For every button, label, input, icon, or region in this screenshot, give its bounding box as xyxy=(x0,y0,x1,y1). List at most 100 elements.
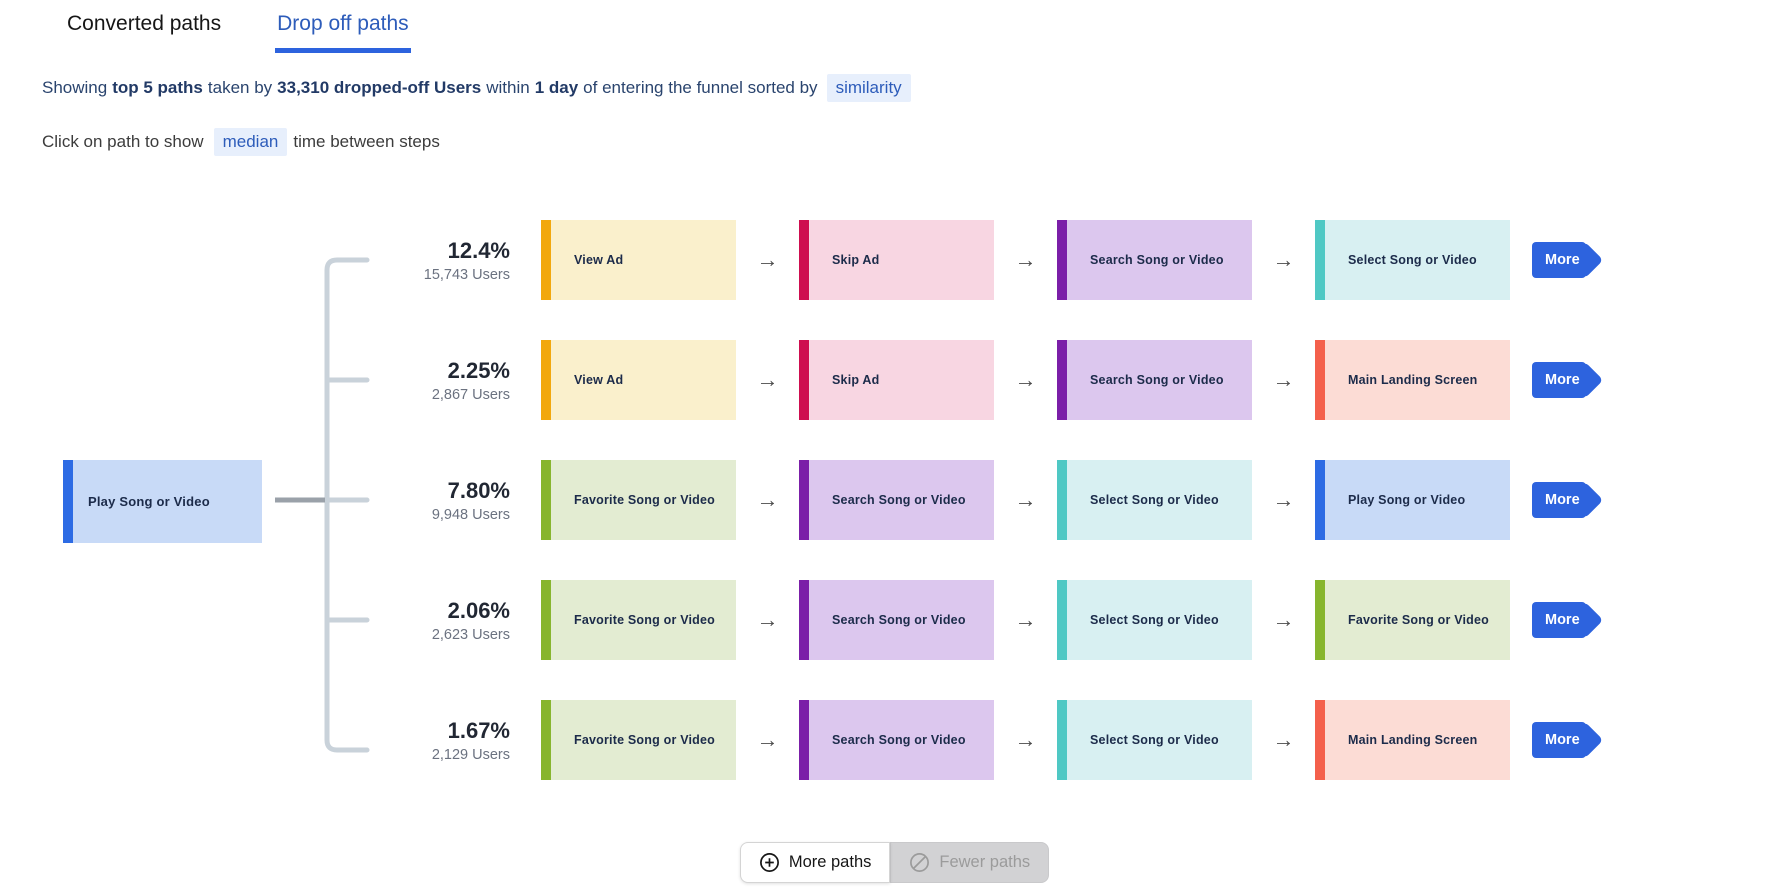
step-label: View Ad xyxy=(574,372,624,387)
step-color-bar xyxy=(1057,220,1067,300)
summary-text: of entering the funnel sorted by xyxy=(583,78,818,97)
arrow-right-icon: → xyxy=(756,727,779,752)
more-button[interactable]: More xyxy=(1532,602,1586,638)
step-color-bar xyxy=(541,340,551,420)
step-color-bar xyxy=(63,460,73,543)
step-color-bar xyxy=(799,580,809,660)
step-label: Play Song or Video xyxy=(1348,492,1466,507)
step-label: Favorite Song or Video xyxy=(574,492,715,507)
step-node[interactable]: Favorite Song or Video xyxy=(541,580,736,660)
slash-circle-icon xyxy=(910,853,930,872)
start-node-label: Play Song or Video xyxy=(88,494,210,509)
step-label: Search Song or Video xyxy=(832,492,966,507)
step-label: Favorite Song or Video xyxy=(574,732,715,747)
sort-by-dropdown[interactable]: similarity xyxy=(826,74,911,102)
arrow-right-icon: → xyxy=(756,487,779,512)
step-label: Favorite Song or Video xyxy=(1348,612,1489,627)
step-node[interactable]: Select Song or Video xyxy=(1057,580,1252,660)
arrow-right-icon: → xyxy=(1014,247,1037,272)
path-row-3[interactable]: 7.80% 9,948 Users Favorite Song or Video… xyxy=(390,460,1586,540)
path-percent: 1.67% xyxy=(447,717,510,743)
step-label: Search Song or Video xyxy=(1090,372,1224,387)
fewer-paths-button[interactable]: Fewer paths xyxy=(890,842,1050,883)
arrow-right-icon: → xyxy=(1014,487,1037,512)
step-color-bar xyxy=(1315,700,1325,780)
step-node[interactable]: View Ad xyxy=(541,340,736,420)
step-color-bar xyxy=(1315,220,1325,300)
step-node[interactable]: Favorite Song or Video xyxy=(1315,580,1510,660)
path-row-4[interactable]: 2.06% 2,623 Users Favorite Song or Video… xyxy=(390,580,1586,660)
path-user-count: 2,867 Users xyxy=(431,386,510,403)
step-node[interactable]: Skip Ad xyxy=(799,340,994,420)
hint-line: Click on path to show median time betwee… xyxy=(42,128,440,156)
step-node[interactable]: View Ad xyxy=(541,220,736,300)
more-button[interactable]: More xyxy=(1532,482,1586,518)
path-row-5[interactable]: 1.67% 2,129 Users Favorite Song or Video… xyxy=(390,700,1586,780)
path-stats: 2.25% 2,867 Users xyxy=(390,358,510,403)
step-color-bar xyxy=(541,220,551,300)
path-row-1[interactable]: 12.4% 15,743 Users View Ad → Skip Ad → S… xyxy=(390,220,1586,300)
step-node[interactable]: Main Landing Screen xyxy=(1315,700,1510,780)
path-percent: 2.25% xyxy=(447,357,510,383)
steps-strip: View Ad → Skip Ad → Search Song or Video… xyxy=(541,220,1586,300)
path-stats: 7.80% 9,948 Users xyxy=(390,478,510,523)
hint-text: Click on path to show xyxy=(42,132,204,151)
step-node[interactable]: Search Song or Video xyxy=(799,580,994,660)
more-paths-button[interactable]: More paths xyxy=(739,842,891,883)
step-label: Main Landing Screen xyxy=(1348,372,1478,387)
arrow-right-icon: → xyxy=(1272,247,1295,272)
arrow-right-icon: → xyxy=(1272,607,1295,632)
step-label: Select Song or Video xyxy=(1090,732,1219,747)
path-tabs: Converted paths Drop off paths xyxy=(65,8,411,53)
step-color-bar xyxy=(799,220,809,300)
step-color-bar xyxy=(1315,580,1325,660)
arrow-right-icon: → xyxy=(1014,727,1037,752)
path-user-count: 2,129 Users xyxy=(431,746,510,763)
steps-strip: View Ad → Skip Ad → Search Song or Video… xyxy=(541,340,1586,420)
time-metric-dropdown[interactable]: median xyxy=(213,128,288,156)
arrow-right-icon: → xyxy=(1014,607,1037,632)
hint-text: time between steps xyxy=(293,132,440,151)
tab-converted-paths[interactable]: Converted paths xyxy=(67,12,222,35)
step-node[interactable]: Search Song or Video xyxy=(1057,220,1252,300)
summary-text: taken by xyxy=(207,78,273,97)
step-color-bar xyxy=(541,460,551,540)
arrow-right-icon: → xyxy=(756,607,779,632)
arrow-right-icon: → xyxy=(756,367,779,392)
step-node[interactable]: Search Song or Video xyxy=(799,700,994,780)
step-label: Search Song or Video xyxy=(832,612,966,627)
more-paths-label: More paths xyxy=(788,853,872,871)
path-rows: 12.4% 15,743 Users View Ad → Skip Ad → S… xyxy=(390,220,1586,820)
step-node[interactable]: Select Song or Video xyxy=(1315,220,1510,300)
start-node-play-song-or-video[interactable]: Play Song or Video xyxy=(63,460,262,543)
step-label: Search Song or Video xyxy=(832,732,966,747)
summary-text: Showing xyxy=(42,78,108,97)
tab-drop-off-paths[interactable]: Drop off paths xyxy=(275,8,411,53)
more-button[interactable]: More xyxy=(1532,242,1586,278)
path-stats: 12.4% 15,743 Users xyxy=(390,238,510,283)
step-node[interactable]: Select Song or Video xyxy=(1057,700,1252,780)
step-node[interactable]: Main Landing Screen xyxy=(1315,340,1510,420)
more-button[interactable]: More xyxy=(1532,362,1586,398)
summary-text: within xyxy=(486,78,530,97)
path-user-count: 9,948 Users xyxy=(431,506,510,523)
step-color-bar xyxy=(799,340,809,420)
arrow-right-icon: → xyxy=(1272,727,1295,752)
step-label: Select Song or Video xyxy=(1090,612,1219,627)
plus-circle-icon xyxy=(759,853,779,872)
step-node[interactable]: Play Song or Video xyxy=(1315,460,1510,540)
step-node[interactable]: Select Song or Video xyxy=(1057,460,1252,540)
step-node[interactable]: Search Song or Video xyxy=(1057,340,1252,420)
step-node[interactable]: Favorite Song or Video xyxy=(541,460,736,540)
step-node[interactable]: Favorite Song or Video xyxy=(541,700,736,780)
path-row-2[interactable]: 2.25% 2,867 Users View Ad → Skip Ad → Se… xyxy=(390,340,1586,420)
step-color-bar xyxy=(1315,460,1325,540)
fewer-paths-label: Fewer paths xyxy=(939,853,1031,871)
path-percent: 7.80% xyxy=(447,477,510,503)
step-label: Favorite Song or Video xyxy=(574,612,715,627)
more-button[interactable]: More xyxy=(1532,722,1586,758)
step-node[interactable]: Skip Ad xyxy=(799,220,994,300)
step-label: Main Landing Screen xyxy=(1348,732,1478,747)
step-node[interactable]: Search Song or Video xyxy=(799,460,994,540)
